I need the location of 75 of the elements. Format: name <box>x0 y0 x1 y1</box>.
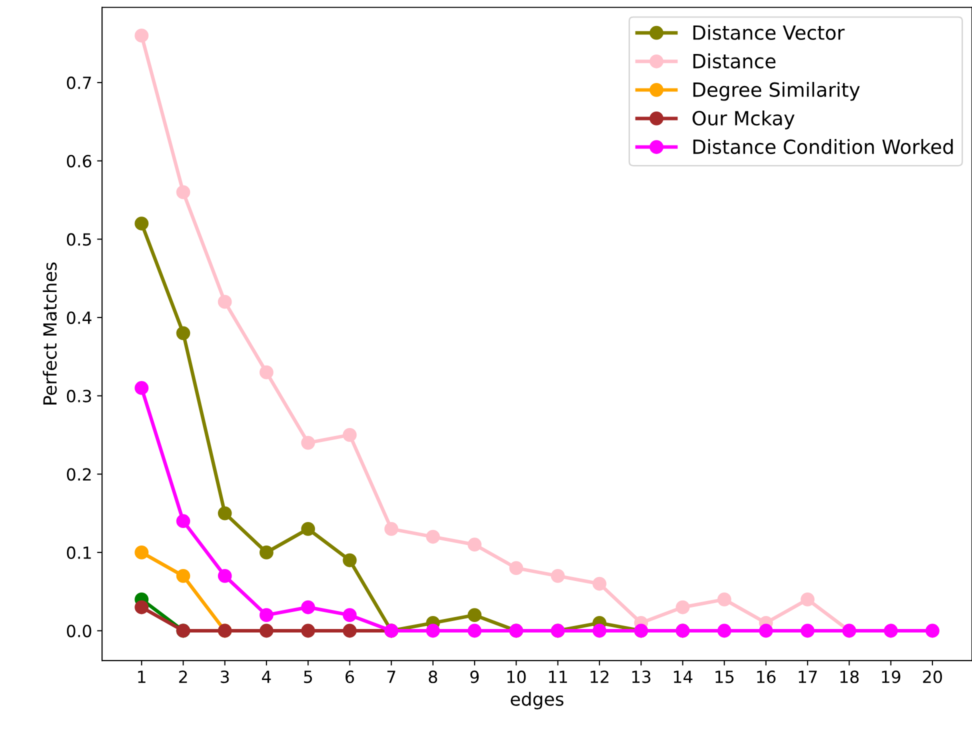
point <box>426 624 440 638</box>
y-tick-label: 0.1 <box>66 546 91 560</box>
point <box>176 185 190 200</box>
point <box>426 530 440 544</box>
legend-label: Distance <box>693 53 776 68</box>
point <box>592 624 606 638</box>
point <box>301 522 316 536</box>
x-tick-label: 5 <box>304 670 312 684</box>
x-tick-label: 19 <box>882 670 900 684</box>
point <box>468 538 482 552</box>
x-tick-label: 14 <box>674 670 692 683</box>
point <box>384 522 398 536</box>
legend-label: Distance Vector <box>693 24 845 40</box>
y-axis-title: Perfect Matches <box>42 262 57 404</box>
point <box>218 506 232 520</box>
point <box>342 608 357 622</box>
point <box>550 568 565 583</box>
y-tick-label: 0.5 <box>66 233 91 246</box>
point <box>759 624 773 638</box>
y-tick-label: 0.2 <box>66 468 91 481</box>
point <box>176 568 190 583</box>
x-tick-label: 20 <box>923 670 942 684</box>
point <box>134 381 149 395</box>
point <box>176 326 190 340</box>
y-tick-label: 0.7 <box>66 76 91 90</box>
point <box>468 624 482 638</box>
point <box>800 624 815 638</box>
x-tick-label: 11 <box>549 670 567 683</box>
point <box>342 624 357 638</box>
x-tick-label: 10 <box>507 670 526 684</box>
point <box>260 365 274 380</box>
point <box>468 608 482 622</box>
point <box>218 568 232 583</box>
point <box>800 592 815 606</box>
y-tick-label: 0.4 <box>66 311 92 324</box>
x-tick-label: 2 <box>179 670 187 683</box>
point <box>260 608 274 622</box>
point <box>134 545 149 560</box>
point <box>218 294 232 309</box>
x-axis-title: edges <box>510 692 564 710</box>
x-tick-label: 8 <box>428 670 438 684</box>
x-tick-label: 17 <box>798 670 817 683</box>
point <box>301 624 316 638</box>
point <box>134 600 149 614</box>
point <box>592 576 606 591</box>
x-tick-label: 7 <box>387 670 396 683</box>
x-tick-label: 16 <box>757 670 776 684</box>
x-tick-label: 12 <box>590 670 608 683</box>
x-tick-label: 4 <box>262 670 271 683</box>
point <box>134 28 149 43</box>
legend-label: Distance Condition Worked <box>693 139 953 154</box>
point <box>717 592 732 606</box>
point <box>342 553 357 568</box>
y-tick-label: 0.0 <box>66 624 92 638</box>
x-tick-label: 15 <box>716 670 734 684</box>
x-tick-label: 9 <box>470 670 479 684</box>
point <box>342 428 357 442</box>
x-tick-label: 18 <box>840 670 859 684</box>
x-tick-label: 3 <box>220 670 229 684</box>
legend-label: Our Mckay <box>692 110 795 130</box>
point <box>676 600 690 614</box>
point <box>509 561 524 576</box>
legend-label: Degree Similarity <box>693 82 860 101</box>
point <box>717 624 732 638</box>
point <box>260 624 274 638</box>
x-tick-label: 6 <box>346 670 354 684</box>
x-tick-label: 1 <box>138 670 146 683</box>
y-tick-label: 0.3 <box>66 390 91 402</box>
point <box>260 545 274 560</box>
x-tick-label: 13 <box>632 670 650 684</box>
point <box>301 600 316 614</box>
point <box>176 514 190 528</box>
y-tick-label: 0.6 <box>66 154 92 168</box>
point <box>134 216 149 230</box>
point <box>301 436 316 450</box>
